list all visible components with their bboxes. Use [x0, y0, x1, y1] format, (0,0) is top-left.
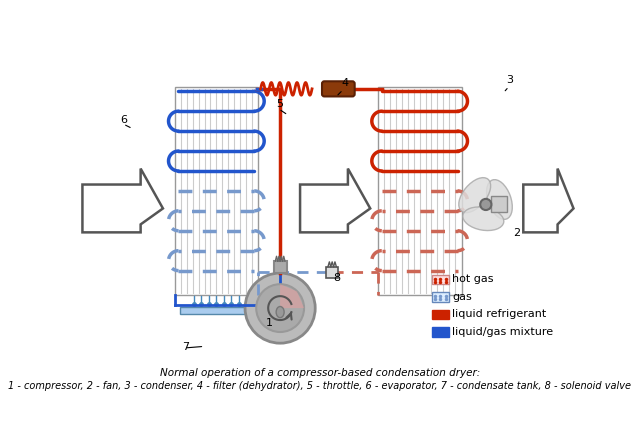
Text: 6: 6: [121, 115, 128, 125]
Circle shape: [256, 284, 304, 332]
Bar: [431, 292, 449, 302]
Text: hot gas: hot gas: [452, 274, 494, 285]
Text: 7: 7: [182, 341, 189, 352]
Text: 2: 2: [513, 228, 520, 238]
Circle shape: [245, 273, 316, 343]
Text: liquid refrigerant: liquid refrigerant: [452, 309, 547, 320]
Ellipse shape: [459, 178, 491, 213]
Text: 1 - compressor, 2 - fan, 3 - condenser, 4 - filter (dehydrator), 5 - throttle, 6: 1 - compressor, 2 - fan, 3 - condenser, …: [8, 381, 632, 391]
Text: 8: 8: [333, 273, 340, 283]
Polygon shape: [300, 169, 370, 232]
Bar: [491, 197, 506, 212]
Text: 3: 3: [506, 75, 513, 85]
Ellipse shape: [486, 180, 512, 219]
Text: gas: gas: [452, 292, 472, 302]
Bar: [326, 267, 339, 278]
Bar: [431, 310, 449, 319]
Text: 1: 1: [266, 317, 273, 328]
Text: 4: 4: [342, 79, 349, 88]
Ellipse shape: [276, 306, 284, 317]
Bar: [431, 275, 449, 284]
Circle shape: [480, 199, 492, 210]
Polygon shape: [280, 284, 304, 308]
Bar: [274, 261, 287, 273]
Text: 5: 5: [276, 99, 283, 109]
Polygon shape: [180, 306, 252, 314]
Polygon shape: [83, 169, 163, 232]
Polygon shape: [524, 169, 573, 232]
FancyBboxPatch shape: [322, 81, 355, 96]
Bar: [431, 327, 449, 337]
Ellipse shape: [463, 207, 504, 230]
Text: liquid/gas mixture: liquid/gas mixture: [452, 327, 554, 337]
Text: Normal operation of a compressor-based condensation dryer:: Normal operation of a compressor-based c…: [160, 369, 480, 378]
